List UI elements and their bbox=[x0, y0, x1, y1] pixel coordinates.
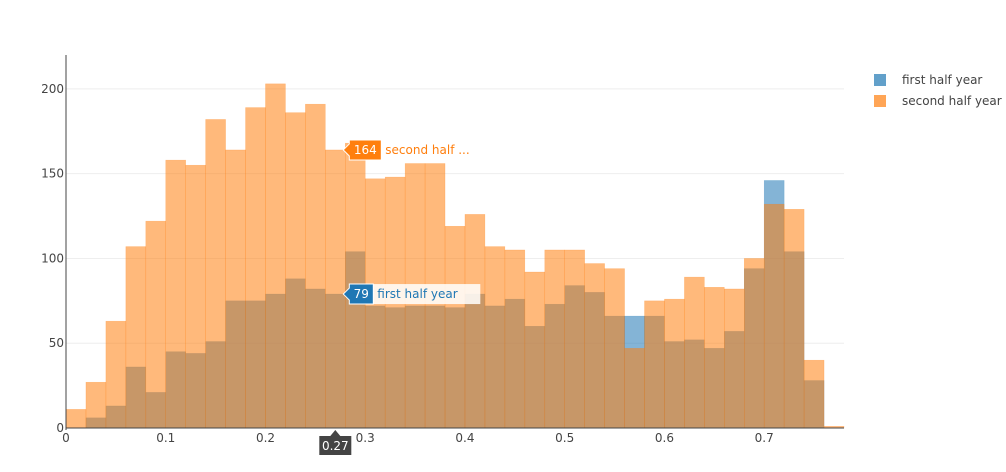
bar-second-half-year-12[interactable] bbox=[305, 103, 326, 429]
bar-second-half-year-4[interactable] bbox=[145, 220, 166, 429]
bar-second-half-year-20[interactable] bbox=[464, 214, 486, 429]
bar-second-half-year-30[interactable] bbox=[664, 298, 685, 429]
hover-label-second-half-year: 164 second half ... bbox=[342, 139, 489, 161]
y-tick-label: 200 bbox=[41, 82, 64, 96]
bar-second-half-year-31[interactable] bbox=[684, 276, 705, 429]
bar-second-half-year-3[interactable] bbox=[125, 246, 147, 429]
bar-second-half-year-8[interactable] bbox=[225, 149, 246, 429]
hover-name-box bbox=[381, 139, 489, 160]
x-tick-label: 0.5 bbox=[555, 431, 574, 445]
hover-name-box bbox=[373, 284, 481, 305]
bar-second-half-year-26[interactable] bbox=[584, 263, 605, 429]
legend-item-first-half-year[interactable]: first half year bbox=[874, 73, 982, 87]
y-tick-label: 0 bbox=[56, 421, 64, 435]
y-tick-label: 50 bbox=[49, 336, 64, 350]
series-second-half-year[interactable] bbox=[65, 83, 845, 429]
legend[interactable]: first half year second half year bbox=[874, 73, 1002, 108]
y-tick-label: 100 bbox=[41, 251, 64, 265]
x-tick-label: 0 bbox=[62, 431, 70, 445]
bar-second-half-year-13[interactable] bbox=[325, 149, 346, 429]
x-tick-label: 0.7 bbox=[755, 431, 774, 445]
x-tick-label: 0.3 bbox=[356, 431, 375, 445]
bar-second-half-year-10[interactable] bbox=[265, 83, 286, 429]
x-tick-label: 0.1 bbox=[156, 431, 175, 445]
legend-item-second-half-year[interactable]: second half year bbox=[874, 94, 1002, 108]
bar-second-half-year-21[interactable] bbox=[484, 246, 506, 429]
bar-second-half-year-0[interactable] bbox=[65, 409, 87, 429]
legend-label: second half year bbox=[902, 94, 1002, 108]
bar-second-half-year-11[interactable] bbox=[285, 112, 306, 429]
legend-label: first half year bbox=[902, 73, 982, 87]
y-tick-label: 150 bbox=[41, 167, 64, 181]
hover-value-text: 164 bbox=[354, 143, 377, 157]
bar-second-half-year-7[interactable] bbox=[205, 119, 226, 429]
hover-value-text: 79 bbox=[354, 287, 369, 301]
x-tick-label: 0.2 bbox=[256, 431, 275, 445]
bar-second-half-year-37[interactable] bbox=[803, 359, 825, 429]
bar-second-half-year-36[interactable] bbox=[783, 209, 805, 429]
hover-name-text: second half ... bbox=[385, 143, 469, 157]
hover-label-first-half-year: 79 first half year bbox=[342, 283, 481, 305]
x-tick-label: 0.6 bbox=[655, 431, 674, 445]
hover-tooltips: 0.27 164 second half ... 79 first half year bbox=[319, 139, 489, 455]
bar-second-half-year-34[interactable] bbox=[744, 258, 765, 429]
bar-second-half-year-9[interactable] bbox=[245, 107, 266, 429]
bar-second-half-year-35[interactable] bbox=[763, 203, 785, 429]
bar-second-half-year-32[interactable] bbox=[704, 287, 725, 429]
bar-second-half-year-2[interactable] bbox=[105, 320, 127, 429]
bars-layer[interactable] bbox=[65, 83, 845, 429]
bar-second-half-year-28[interactable] bbox=[624, 348, 645, 429]
legend-swatch bbox=[874, 95, 886, 107]
bar-second-half-year-5[interactable] bbox=[165, 159, 186, 429]
x-tick-label: 0.4 bbox=[455, 431, 474, 445]
bar-second-half-year-6[interactable] bbox=[185, 164, 206, 429]
hover-x-label: 0.27 bbox=[319, 430, 352, 455]
bar-second-half-year-23[interactable] bbox=[524, 271, 546, 429]
bar-second-half-year-22[interactable] bbox=[504, 249, 526, 429]
bar-second-half-year-1[interactable] bbox=[85, 381, 107, 429]
hover-x-box bbox=[319, 430, 352, 455]
bar-second-half-year-27[interactable] bbox=[604, 268, 625, 429]
hover-name-text: first half year bbox=[377, 287, 457, 301]
axes: 0 0.1 0.2 0.3 0.4 0.5 0.6 0.7 0 50 100 150 200 bbox=[41, 55, 844, 445]
bar-second-half-year-19[interactable] bbox=[444, 225, 466, 429]
hover-x-text: 0.27 bbox=[322, 439, 349, 453]
bar-second-half-year-29[interactable] bbox=[644, 300, 665, 429]
bar-second-half-year-25[interactable] bbox=[564, 249, 585, 429]
bar-second-half-year-33[interactable] bbox=[724, 288, 745, 429]
bar-second-half-year-24[interactable] bbox=[544, 249, 565, 429]
legend-swatch bbox=[874, 74, 886, 86]
